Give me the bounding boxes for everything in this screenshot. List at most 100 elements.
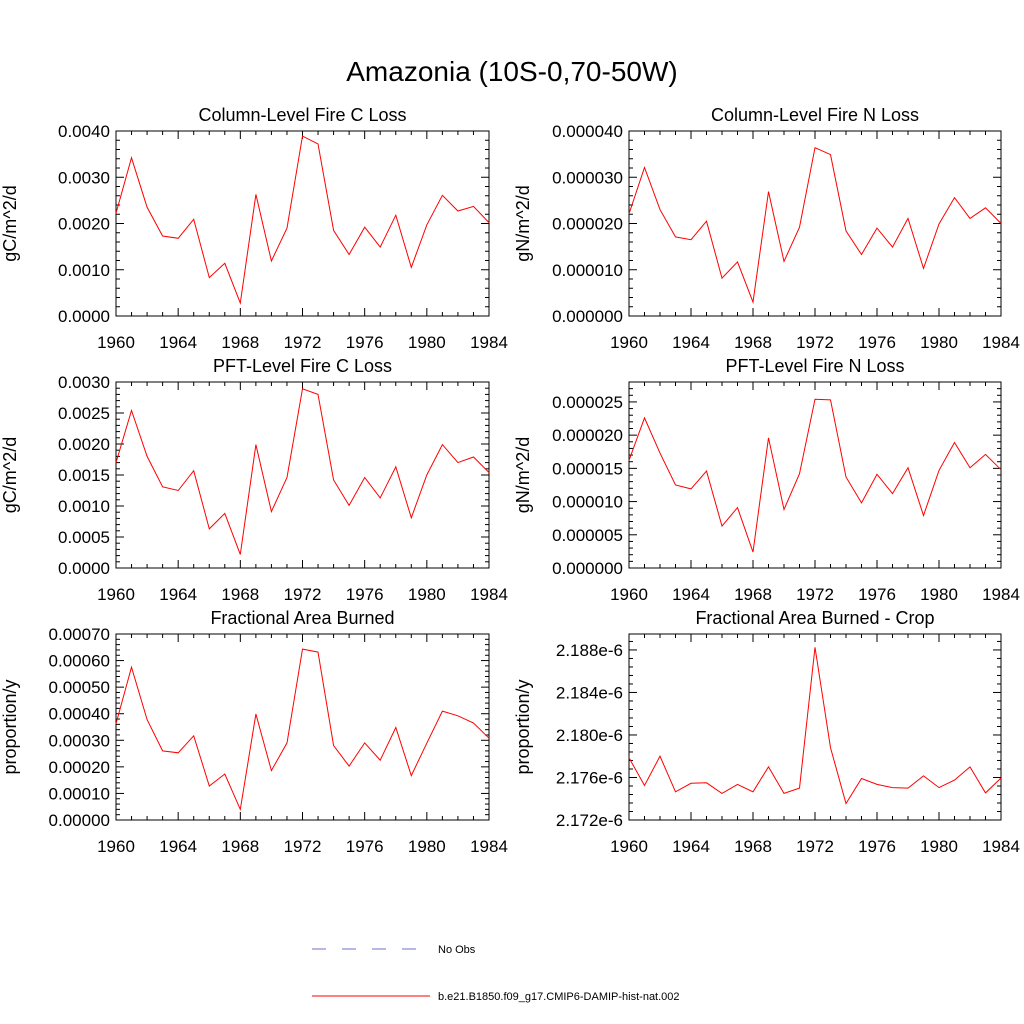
plot-frame: [115, 381, 490, 569]
x-tick-label: 1964: [672, 333, 710, 352]
y-tick-label: 0.00050: [49, 678, 110, 697]
y-axis-label: proportion/y: [0, 679, 20, 774]
x-tick-label: 1976: [346, 585, 384, 604]
y-tick-label: 0.0020: [58, 435, 110, 454]
x-tick-label: 1964: [159, 333, 197, 352]
x-tick-label: 1968: [734, 333, 772, 352]
y-tick-label: 0.0040: [58, 122, 110, 141]
x-tick-label: 1960: [610, 333, 648, 352]
x-tick-label: 1984: [982, 333, 1020, 352]
x-tick-label: 1976: [346, 333, 384, 352]
y-axis-label: gN/m^2/d: [513, 437, 533, 513]
x-tick-label: 1984: [470, 333, 508, 352]
y-tick-label: 0.0020: [58, 215, 110, 234]
x-tick-label: 1980: [408, 837, 446, 856]
x-tick-label: 1964: [159, 837, 197, 856]
x-tick-label: 1972: [796, 333, 834, 352]
y-tick-label: 2.180e-6: [556, 726, 623, 745]
y-tick-label: 0.00000: [49, 811, 110, 830]
plot-frame: [628, 633, 1002, 821]
y-tick-label: 0.000015: [552, 459, 623, 478]
y-tick-label: 0.000010: [552, 261, 623, 280]
x-tick-label: 1984: [982, 585, 1020, 604]
x-tick-label: 1976: [858, 585, 896, 604]
y-tick-label: 2.184e-6: [556, 683, 623, 702]
plot-frame: [628, 130, 1002, 317]
y-axis-label: gN/m^2/d: [513, 185, 533, 261]
y-tick-label: 0.0010: [58, 261, 110, 280]
x-tick-label: 1960: [97, 333, 135, 352]
series-line: [628, 398, 1002, 553]
panel-title: PFT-Level Fire C Loss: [213, 356, 392, 376]
y-tick-label: 0.000025: [552, 393, 623, 412]
y-tick-label: 2.172e-6: [556, 811, 623, 830]
y-tick-label: 0.000040: [552, 122, 623, 141]
x-tick-label: 1976: [858, 333, 896, 352]
panel-title: Fractional Area Burned - Crop: [695, 608, 934, 628]
plot-frame: [628, 381, 1002, 569]
x-tick-label: 1964: [672, 585, 710, 604]
series-line: [628, 647, 1002, 805]
panel-6: Fractional Area Burned - Crop proportion/…: [513, 608, 1020, 856]
x-tick-label: 1968: [734, 837, 772, 856]
panels: Column-Level Fire C Loss gC/m^2/d 1960 1964…: [0, 105, 1020, 856]
x-tick-label: 1984: [470, 585, 508, 604]
x-tick-label: 1980: [408, 333, 446, 352]
x-tick-label: 1972: [796, 837, 834, 856]
x-tick-label: 1972: [284, 585, 322, 604]
legend: No Obs b.e21.B1850.f09_g17.CMIP6-DAMIP-h…: [312, 944, 680, 1003]
x-tick-label: 1980: [920, 333, 958, 352]
y-tick-label: 0.000020: [552, 215, 623, 234]
y-tick-label: 0.000000: [552, 307, 623, 326]
x-tick-label: 1964: [159, 585, 197, 604]
y-axis-label: gC/m^2/d: [0, 437, 20, 513]
x-tick-label: 1960: [97, 837, 135, 856]
y-tick-label: 0.0000: [58, 559, 110, 578]
y-tick-label: 0.00060: [49, 652, 110, 671]
y-tick-label: 0.000030: [552, 168, 623, 187]
x-tick-label: 1968: [734, 585, 772, 604]
x-tick-label: 1984: [470, 837, 508, 856]
figure-title: Amazonia (10S-0,70-50W): [346, 56, 678, 87]
series-line: [115, 135, 490, 306]
x-tick-label: 1960: [610, 585, 648, 604]
y-tick-label: 0.0030: [58, 373, 110, 392]
x-tick-label: 1972: [284, 333, 322, 352]
plot-frame: [115, 130, 490, 317]
x-tick-label: 1976: [858, 837, 896, 856]
panel-title: Column-Level Fire N Loss: [711, 105, 919, 125]
y-tick-label: 2.176e-6: [556, 768, 623, 787]
series-line: [628, 146, 1002, 305]
y-tick-label: 0.000005: [552, 526, 623, 545]
x-tick-label: 1976: [346, 837, 384, 856]
x-tick-label: 1972: [284, 837, 322, 856]
y-tick-label: 0.00030: [49, 731, 110, 750]
x-tick-label: 1960: [97, 585, 135, 604]
x-tick-label: 1980: [920, 585, 958, 604]
y-tick-label: 0.0015: [58, 466, 110, 485]
x-tick-label: 1972: [796, 585, 834, 604]
y-tick-label: 0.000010: [552, 493, 623, 512]
series-line: [115, 648, 490, 812]
y-tick-label: 0.0025: [58, 404, 110, 423]
x-tick-label: 1968: [221, 333, 259, 352]
x-tick-label: 1980: [408, 585, 446, 604]
x-tick-label: 1980: [920, 837, 958, 856]
panel-title: Fractional Area Burned: [210, 608, 394, 628]
y-tick-label: 0.00010: [49, 784, 110, 803]
x-tick-label: 1964: [672, 837, 710, 856]
y-tick-label: 0.0005: [58, 528, 110, 547]
panel-2: Column-Level Fire N Loss gN/m^2/d 1960 1964…: [513, 105, 1020, 352]
y-tick-label: 0.0030: [58, 168, 110, 187]
y-axis-label: gC/m^2/d: [0, 185, 20, 261]
series-line: [115, 388, 490, 555]
x-tick-label: 1960: [610, 837, 648, 856]
plot-frame: [115, 633, 490, 821]
panel-5: Fractional Area Burned proportion/y 1960 19…: [0, 608, 508, 856]
y-axis-label: proportion/y: [513, 679, 533, 774]
y-tick-label: 0.0010: [58, 497, 110, 516]
x-tick-label: 1968: [221, 837, 259, 856]
panel-title: PFT-Level Fire N Loss: [725, 356, 904, 376]
x-tick-label: 1968: [221, 585, 259, 604]
